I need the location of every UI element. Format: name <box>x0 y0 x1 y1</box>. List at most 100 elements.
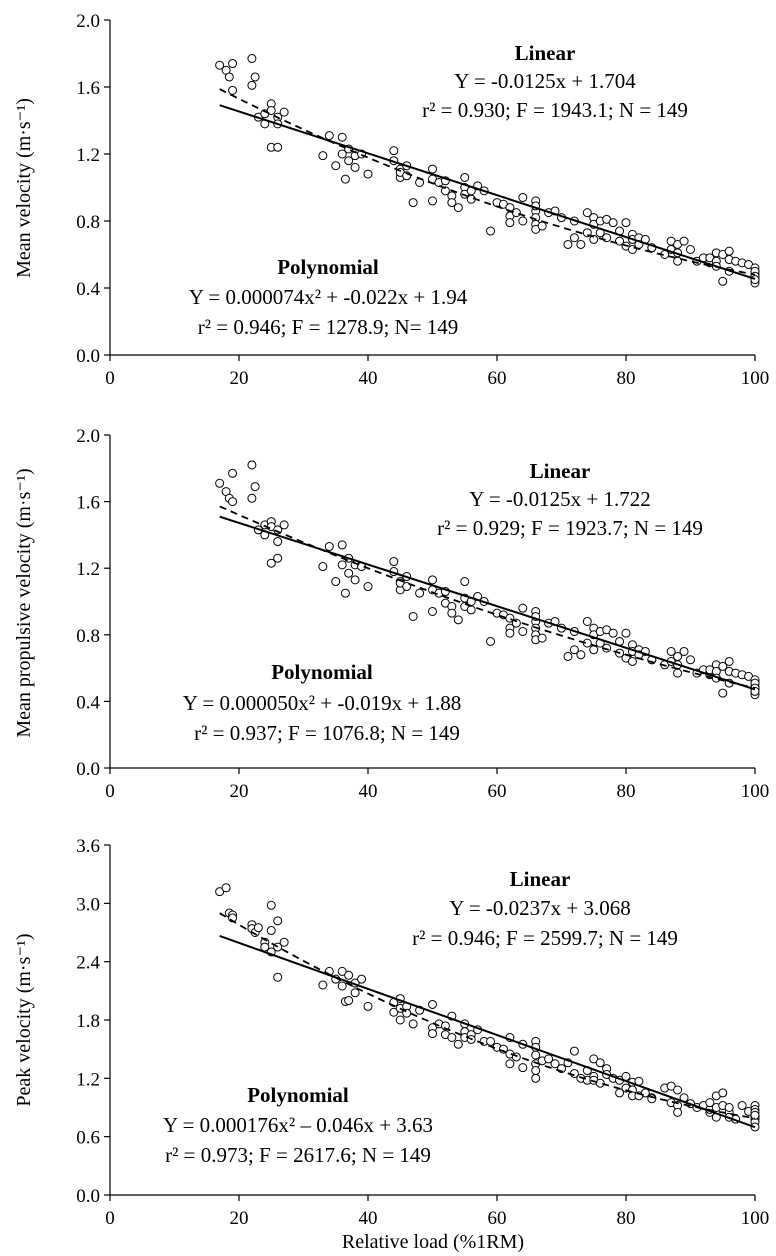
data-point <box>466 605 476 615</box>
data-point <box>389 1007 399 1017</box>
data-point <box>589 1054 599 1064</box>
data-point <box>428 575 437 585</box>
y-tick-label: 2.4 <box>76 953 100 974</box>
y-tick-label: 1.6 <box>76 78 100 99</box>
data-point <box>389 146 399 156</box>
data-point <box>686 244 695 254</box>
data-point <box>331 577 341 587</box>
data-point <box>563 651 573 661</box>
data-point <box>453 203 463 213</box>
x-tick-label: 80 <box>617 1208 636 1229</box>
data-point <box>266 926 276 936</box>
data-point <box>518 603 528 613</box>
x-tick-label: 60 <box>488 368 507 389</box>
data-point <box>340 174 350 184</box>
data-point <box>228 85 238 95</box>
data-point <box>673 1107 683 1117</box>
data-point <box>724 246 734 256</box>
polynomial-title: Polynomial <box>247 1083 349 1107</box>
data-point <box>357 974 367 984</box>
data-point <box>279 107 289 117</box>
data-point <box>537 221 547 231</box>
data-point <box>389 557 399 567</box>
data-point <box>363 169 373 179</box>
data-point <box>250 72 260 82</box>
y-tick-label: 3.6 <box>76 836 100 857</box>
y-axis-label: Mean velocity (m·s⁻¹) <box>13 98 35 278</box>
y-axis-label: Peak velocity (m·s⁻¹) <box>13 933 35 1106</box>
data-point <box>273 916 283 926</box>
y-tick-label: 0.0 <box>76 346 100 367</box>
data-point <box>318 151 328 161</box>
data-point <box>621 218 631 228</box>
data-point <box>666 646 676 656</box>
data-point <box>505 628 515 638</box>
polynomial-stats: r² = 0.973; F = 2617.6; N = 149 <box>165 1143 431 1167</box>
data-point <box>344 156 354 166</box>
data-point <box>724 1103 734 1112</box>
data-point <box>228 497 238 507</box>
polynomial-title: Polynomial <box>271 660 373 684</box>
data-point <box>215 887 225 897</box>
data-point <box>440 1021 450 1031</box>
data-point <box>337 149 347 159</box>
data-point <box>247 493 257 503</box>
data-point <box>324 542 334 552</box>
data-point <box>215 60 225 70</box>
y-tick-label: 1.6 <box>76 493 100 514</box>
data-point <box>673 1085 683 1095</box>
y-tick-label: 1.2 <box>76 1069 100 1090</box>
y-tick-label: 0.4 <box>76 692 100 713</box>
data-point <box>250 482 260 492</box>
y-tick-label: 1.2 <box>76 145 100 166</box>
data-point <box>266 900 276 910</box>
linear-fit-line <box>219 104 756 280</box>
data-point <box>273 537 283 547</box>
y-tick-label: 0.0 <box>76 759 100 780</box>
x-tick-label: 40 <box>359 1208 378 1229</box>
data-point <box>608 628 618 638</box>
data-point <box>673 668 683 678</box>
data-point <box>486 636 496 646</box>
y-tick-label: 0.4 <box>76 279 100 300</box>
data-point <box>363 1001 373 1011</box>
data-point <box>505 1059 515 1069</box>
data-point <box>531 1050 541 1060</box>
data-point <box>627 656 637 666</box>
y-tick-label: 0.8 <box>76 626 100 647</box>
data-point <box>718 276 728 286</box>
data-point <box>344 996 354 1006</box>
panel-peak-velocity: Peak velocity (m·s⁻¹) Linear Y = -0.0237… <box>13 836 769 1253</box>
data-point <box>228 59 238 69</box>
data-point <box>569 233 579 243</box>
linear-equation: Y = -0.0125x + 1.722 <box>469 487 651 511</box>
data-point <box>582 208 592 218</box>
polynomial-title: Polynomial <box>277 255 379 279</box>
polynomial-fit-curve <box>219 912 756 1120</box>
data-point <box>582 616 592 626</box>
y-tick-label: 2.0 <box>76 426 100 447</box>
data-point <box>447 198 457 208</box>
data-point <box>518 626 528 636</box>
data-point <box>279 937 289 947</box>
data-point <box>428 606 437 616</box>
x-tick-label: 0 <box>105 781 115 802</box>
data-point <box>395 1015 405 1025</box>
y-tick-label: 0.8 <box>76 212 100 233</box>
polynomial-fit-curve <box>219 505 756 689</box>
data-point <box>705 1098 715 1108</box>
y-tick-label: 0.0 <box>76 1186 100 1207</box>
data-point <box>247 80 257 90</box>
x-tick-label: 0 <box>105 368 115 389</box>
data-point <box>576 650 586 660</box>
data-point <box>537 633 547 643</box>
x-tick-label: 20 <box>230 1208 249 1229</box>
data-point <box>550 1059 560 1069</box>
data-point <box>340 588 350 598</box>
data-point <box>279 520 289 530</box>
data-point <box>337 966 347 976</box>
x-tick-label: 80 <box>617 781 636 802</box>
data-point <box>750 1110 760 1120</box>
data-point <box>460 577 470 587</box>
